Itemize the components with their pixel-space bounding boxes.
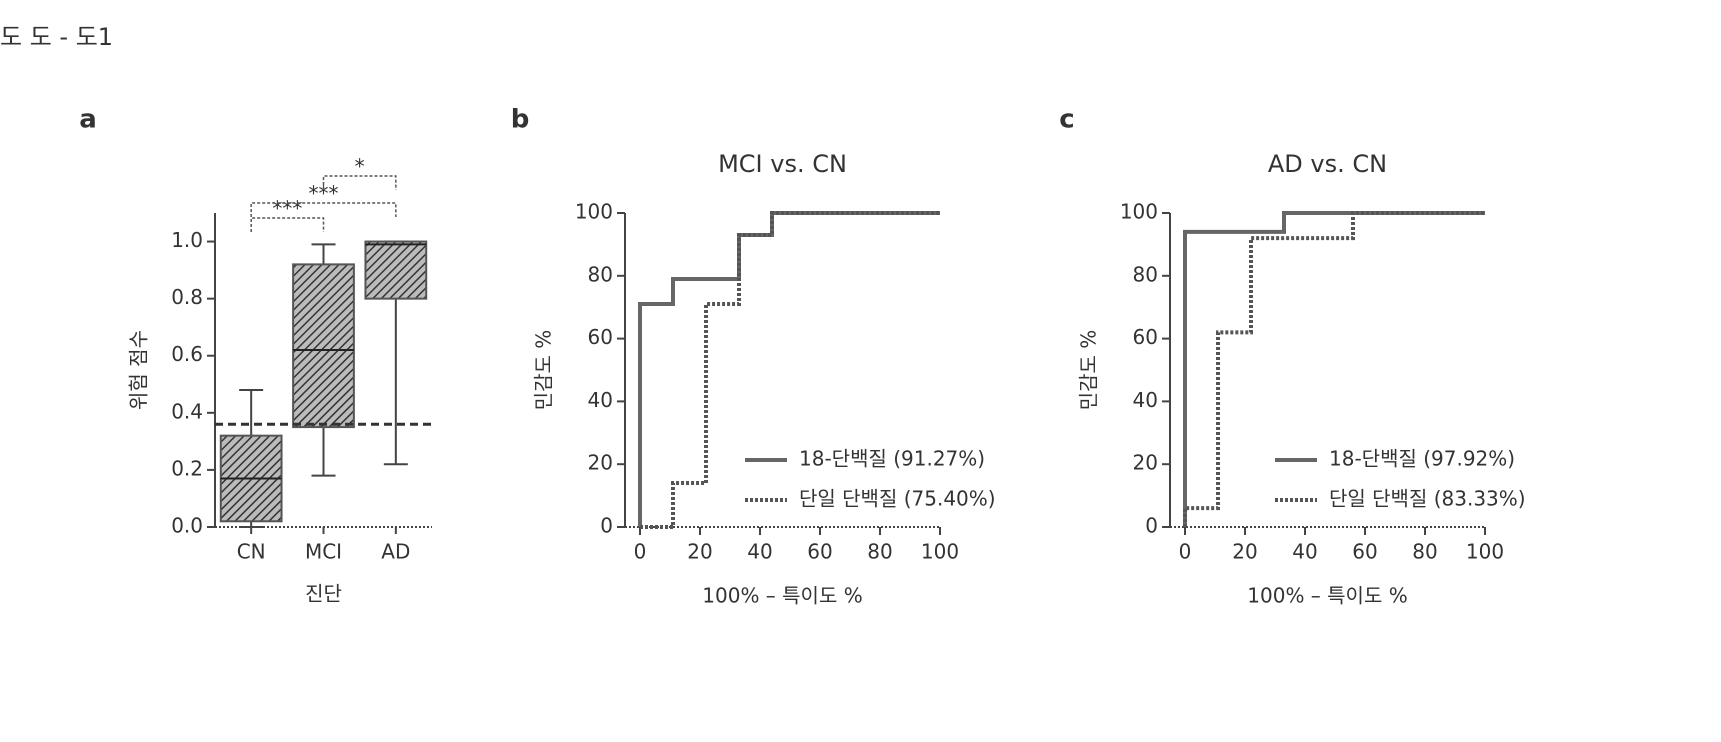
legend-label: 단일 단백질 (83.33%) — [1329, 487, 1526, 511]
chart-title: MCI vs. CN — [718, 150, 847, 178]
y-tick-label: 0.4 — [171, 399, 203, 423]
x-tick-label: 40 — [747, 540, 772, 564]
legend-label: 18-단백질 (91.27%) — [799, 447, 985, 471]
box — [293, 264, 354, 427]
significance-label: *** — [309, 182, 339, 206]
y-tick-label: 0 — [600, 514, 613, 538]
y-tick-label: 40 — [588, 388, 613, 412]
y-tick-label: 80 — [588, 262, 613, 286]
y-axis-label: 민감도 % — [1077, 330, 1101, 411]
legend-label: 단일 단백질 (75.40%) — [799, 487, 996, 511]
x-tick-label: CN — [237, 540, 266, 564]
roc-line — [640, 213, 940, 527]
x-tick-label: AD — [381, 540, 410, 564]
panel-letter: b — [511, 105, 530, 135]
roc-line — [1185, 213, 1485, 527]
x-tick-label: 60 — [1352, 540, 1377, 564]
x-tick-label: 80 — [1412, 540, 1437, 564]
x-tick-label: 60 — [807, 540, 832, 564]
y-tick-label: 1.0 — [171, 228, 203, 252]
x-tick-label: 100 — [1466, 540, 1504, 564]
x-axis-label: 100% – 특이도 % — [702, 584, 862, 608]
x-axis-label: 진단 — [305, 582, 342, 606]
y-tick-label: 60 — [1133, 325, 1158, 349]
roc-line — [1185, 213, 1485, 527]
y-tick-label: 100 — [575, 200, 613, 224]
y-axis-label: 민감도 % — [532, 330, 556, 411]
panel-letter: c — [1059, 105, 1074, 135]
x-tick-label: MCI — [305, 540, 342, 564]
x-tick-label: 40 — [1292, 540, 1317, 564]
y-tick-label: 20 — [1133, 451, 1158, 475]
x-tick-label: 20 — [687, 540, 712, 564]
chart-title: AD vs. CN — [1268, 150, 1387, 178]
y-tick-label: 0 — [1145, 514, 1158, 538]
figure-header: 도 도 - 도1 — [0, 23, 113, 51]
y-tick-label: 60 — [588, 325, 613, 349]
x-tick-label: 100 — [921, 540, 959, 564]
significance-label: *** — [272, 197, 302, 221]
x-axis-label: 100% – 특이도 % — [1247, 584, 1407, 608]
x-tick-label: 0 — [634, 540, 647, 564]
roc-line — [640, 213, 940, 527]
y-axis-label: 위험 점수 — [127, 330, 151, 410]
y-tick-label: 20 — [588, 451, 613, 475]
y-tick-label: 100 — [1120, 200, 1158, 224]
x-tick-label: 0 — [1179, 540, 1192, 564]
y-tick-label: 0.8 — [171, 285, 203, 309]
box — [365, 242, 426, 299]
legend-label: 18-단백질 (97.92%) — [1329, 447, 1515, 471]
y-tick-label: 0.2 — [171, 456, 203, 480]
y-tick-label: 40 — [1133, 388, 1158, 412]
x-tick-label: 20 — [1232, 540, 1257, 564]
y-tick-label: 0.6 — [171, 342, 203, 366]
y-tick-label: 80 — [1133, 262, 1158, 286]
x-tick-label: 80 — [867, 540, 892, 564]
significance-label: * — [355, 155, 365, 179]
panel-letter: a — [79, 105, 97, 135]
y-tick-label: 0.0 — [171, 514, 203, 538]
